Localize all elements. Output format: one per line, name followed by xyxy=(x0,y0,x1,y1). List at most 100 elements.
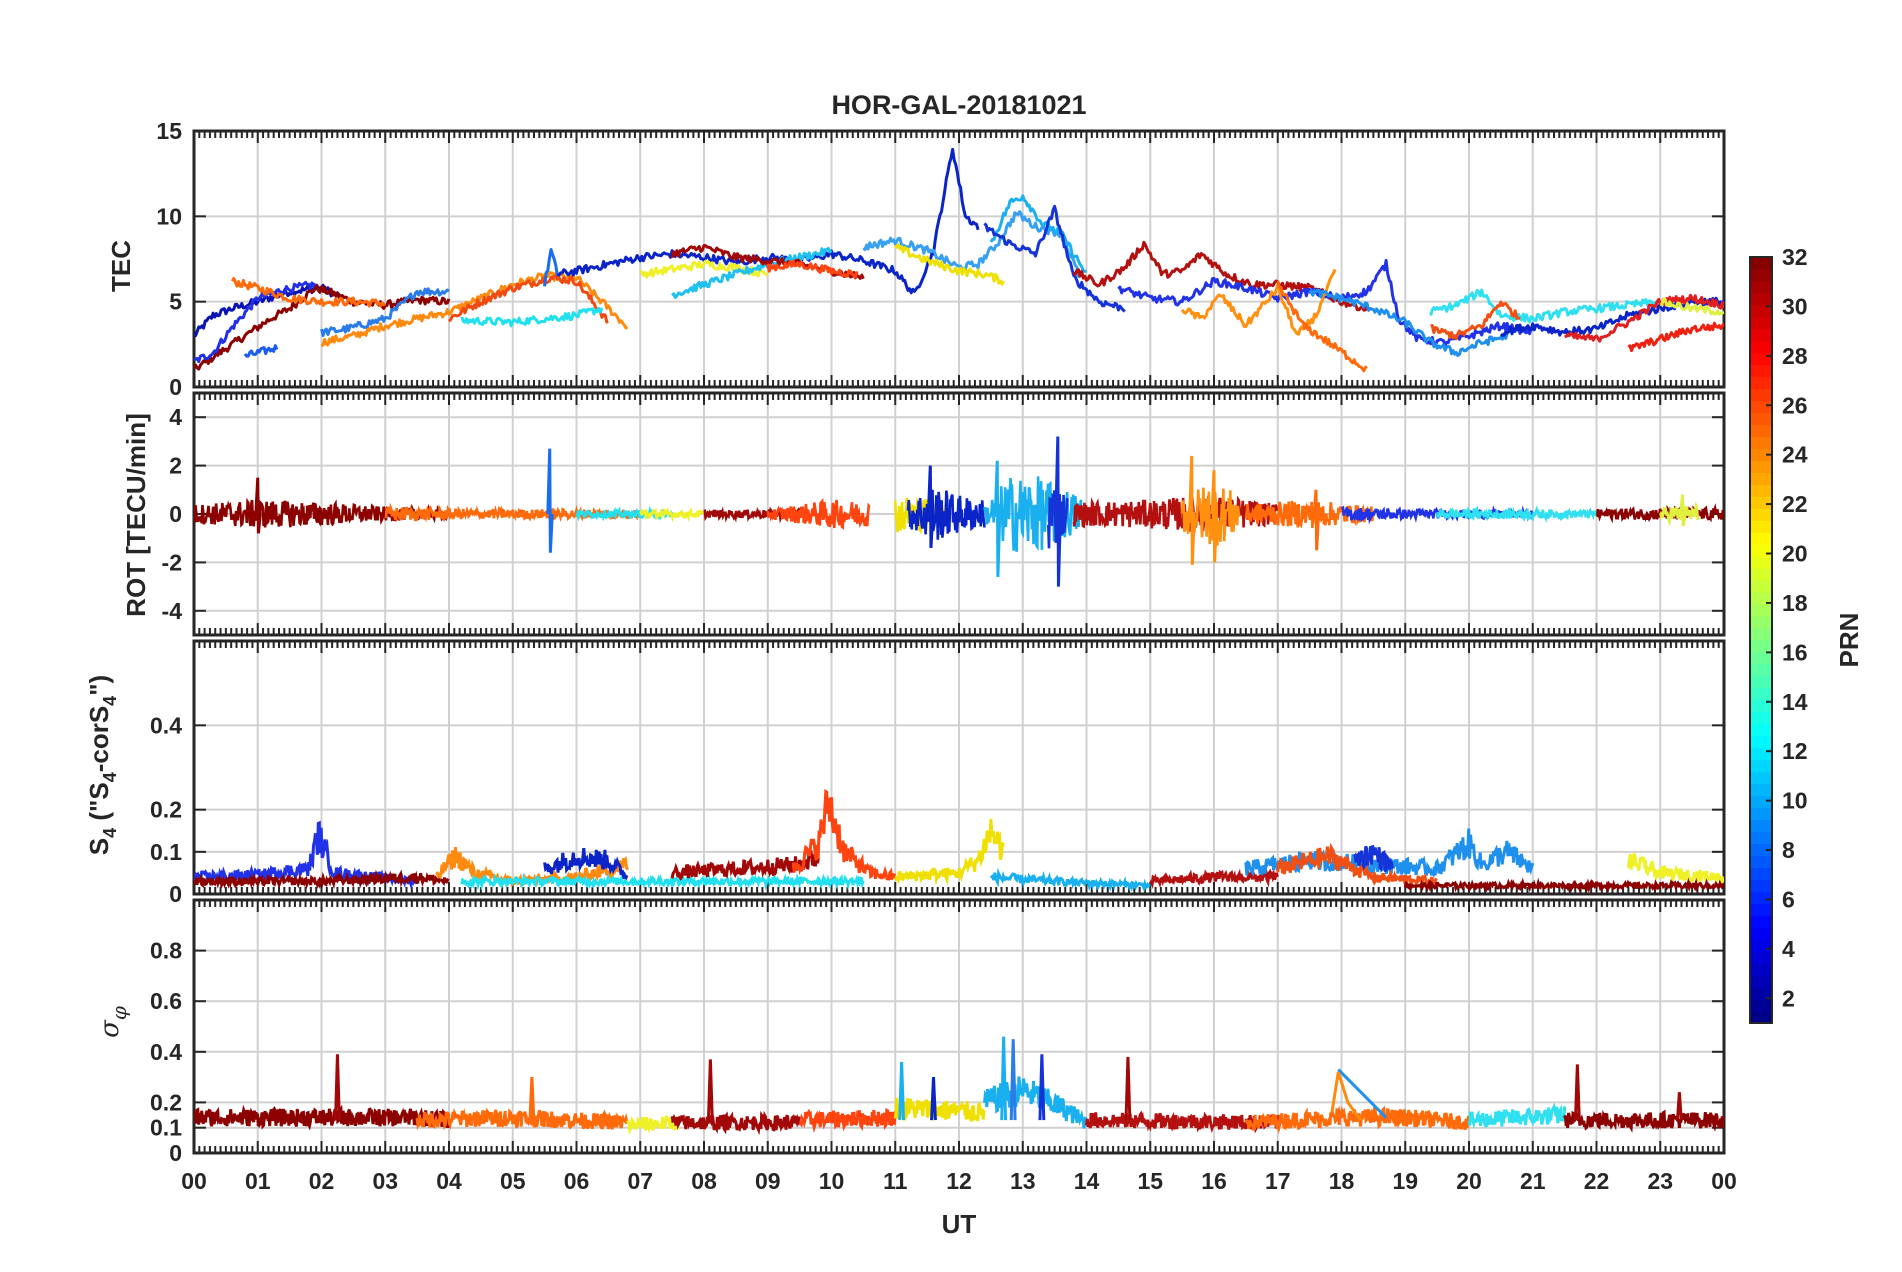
tec-ytick-label: 5 xyxy=(169,289,182,315)
tec-series-line xyxy=(460,307,604,328)
colorbar-swatch xyxy=(1750,651,1772,665)
tec-panel: 0 5 10 15 xyxy=(156,118,1726,400)
colorbar-swatch xyxy=(1750,436,1772,450)
x-tick-label: 23 xyxy=(1647,1168,1673,1194)
rot-series-line xyxy=(766,498,871,530)
colorbar-swatch xyxy=(1750,951,1772,964)
tec-series-line xyxy=(989,194,1087,273)
sigma-ytick-label: 0.8 xyxy=(150,938,182,964)
sigma-ytick-label: 0.2 xyxy=(150,1089,182,1115)
rot-series-line xyxy=(1072,494,1279,537)
tec-series-line xyxy=(1276,280,1368,373)
colorbar-swatch xyxy=(1750,616,1772,629)
sigma-spike xyxy=(1675,1092,1683,1121)
tec-series-line xyxy=(1180,268,1337,336)
tec-series-line xyxy=(1308,288,1509,357)
colorbar-swatch xyxy=(1750,544,1772,557)
x-tick-label: 09 xyxy=(755,1168,781,1194)
tec-series-line xyxy=(671,246,833,299)
colorbar-swatch xyxy=(1750,592,1772,605)
colorbar-tick-label: 24 xyxy=(1782,442,1808,468)
colorbar-tick-label: 12 xyxy=(1782,738,1808,764)
sigma-spike xyxy=(528,1077,536,1121)
colorbar-swatch xyxy=(1750,759,1772,773)
x-tick-label: 07 xyxy=(627,1168,653,1194)
colorbar-swatch xyxy=(1750,304,1772,318)
x-tick-label: 02 xyxy=(309,1168,335,1194)
tec-series-line xyxy=(766,259,859,279)
colorbar-swatch xyxy=(1750,795,1772,809)
sigma-series-line xyxy=(626,1115,680,1135)
s4-series-line xyxy=(1403,877,1724,894)
rot-ytick-label: -4 xyxy=(162,598,183,624)
s4-series-group xyxy=(194,788,1724,894)
colorbar-swatch xyxy=(1750,999,1772,1012)
s4-series-line xyxy=(1276,842,1438,889)
colorbar-swatch xyxy=(1750,400,1772,414)
colorbar-swatch xyxy=(1750,1011,1772,1024)
colorbar-swatch xyxy=(1750,257,1772,270)
colorbar-swatch xyxy=(1750,879,1772,892)
rot-spike xyxy=(1679,494,1687,527)
x-tick-label: 19 xyxy=(1392,1168,1418,1194)
colorbar-swatch xyxy=(1750,520,1772,533)
sigma-series-line xyxy=(1085,1110,1280,1134)
tec-ytick-label: 0 xyxy=(169,374,182,400)
colorbar-tick-label: 8 xyxy=(1782,837,1795,863)
sigma-series-line xyxy=(194,1104,451,1131)
colorbar-swatch xyxy=(1750,412,1772,426)
colorbar-swatch xyxy=(1750,807,1772,821)
sigma-series-line xyxy=(670,1110,801,1136)
x-tick-label: 11 xyxy=(883,1168,908,1194)
x-tick-label: 01 xyxy=(245,1168,271,1194)
tec-series-line xyxy=(448,274,609,324)
tec-series-line xyxy=(1430,300,1521,341)
s4-series-line xyxy=(989,867,1151,893)
rot-series-line xyxy=(906,489,986,540)
colorbar-swatch xyxy=(1750,484,1772,497)
sigma-spike xyxy=(930,1077,937,1121)
s4-ylabel: S4 ("S4-corS4") xyxy=(84,675,120,855)
rot-spike xyxy=(1210,470,1219,563)
colorbar-swatch xyxy=(1750,831,1772,845)
colorbar-swatch xyxy=(1750,663,1772,677)
colorbar-swatch xyxy=(1750,771,1772,785)
x-tick-label: 22 xyxy=(1584,1168,1610,1194)
sigma-spike xyxy=(1038,1054,1046,1121)
tec-ytick-label: 15 xyxy=(156,118,182,144)
colorbar-swatch xyxy=(1750,628,1772,641)
colorbar-tick-label: 26 xyxy=(1782,392,1808,418)
rot-spike xyxy=(926,465,935,548)
colorbar-swatch xyxy=(1750,843,1772,857)
tec-series-line xyxy=(320,287,450,338)
colorbar-swatch xyxy=(1750,580,1772,593)
tec-ytick-label: 10 xyxy=(156,203,182,229)
rot-ylabel: ROT [TECU/min] xyxy=(121,413,151,617)
tec-series-line xyxy=(1660,297,1724,316)
colorbar-swatch xyxy=(1750,699,1772,713)
rot-ytick-label: 4 xyxy=(169,404,182,430)
s4-series-line xyxy=(1626,852,1724,886)
colorbar-swatch xyxy=(1750,268,1772,282)
rot-series-line xyxy=(639,506,705,523)
rot-series-group xyxy=(194,436,1724,587)
x-tick-label: 17 xyxy=(1265,1168,1291,1194)
colorbar-swatch xyxy=(1750,604,1772,617)
x-tick-label: 18 xyxy=(1329,1168,1355,1194)
colorbar-swatch xyxy=(1750,675,1772,689)
tec-series-line xyxy=(320,271,629,348)
rot-series-line xyxy=(983,476,1088,552)
colorbar-tick-label: 16 xyxy=(1782,639,1808,665)
x-tick-label: 05 xyxy=(500,1168,526,1194)
sigma-spike xyxy=(706,1059,714,1121)
rot-series-line xyxy=(1596,503,1724,524)
x-tick-label: 06 xyxy=(564,1168,590,1194)
x-tick-label: 03 xyxy=(372,1168,398,1194)
colorbar-swatch xyxy=(1750,855,1772,869)
rot-series-line xyxy=(1435,504,1598,524)
colorbar-swatch xyxy=(1750,424,1772,438)
s4-ytick-label: 0.4 xyxy=(150,712,182,738)
colorbar-swatch xyxy=(1750,448,1772,462)
colorbar-swatch xyxy=(1750,915,1772,928)
